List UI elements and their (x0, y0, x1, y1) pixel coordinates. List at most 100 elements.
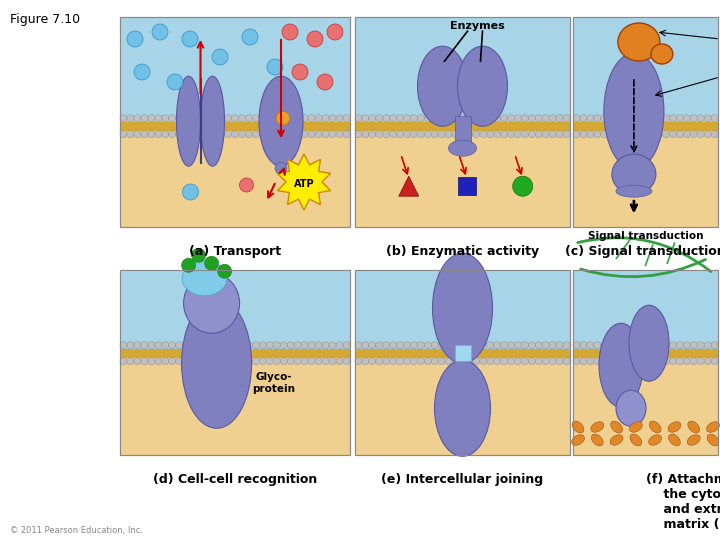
Circle shape (424, 342, 431, 349)
Bar (355, 270, 570, 455)
Circle shape (580, 357, 587, 364)
Circle shape (155, 342, 162, 349)
Circle shape (238, 342, 246, 349)
Circle shape (182, 31, 198, 47)
Circle shape (383, 357, 390, 364)
Circle shape (670, 131, 677, 138)
Circle shape (403, 342, 410, 349)
Ellipse shape (449, 140, 477, 156)
Circle shape (535, 342, 542, 349)
Circle shape (494, 131, 500, 138)
Circle shape (127, 357, 134, 364)
Circle shape (621, 114, 629, 122)
Circle shape (120, 114, 127, 122)
Circle shape (259, 114, 266, 122)
Circle shape (253, 131, 259, 138)
Circle shape (343, 357, 350, 364)
Circle shape (266, 114, 274, 122)
Ellipse shape (630, 434, 642, 446)
Circle shape (238, 114, 246, 122)
Circle shape (556, 114, 563, 122)
Circle shape (383, 114, 390, 122)
Circle shape (397, 342, 404, 349)
Circle shape (614, 342, 621, 349)
Ellipse shape (200, 76, 225, 166)
Circle shape (494, 342, 500, 349)
Circle shape (294, 357, 301, 364)
Circle shape (225, 114, 232, 122)
Text: (e) Intercellular joining: (e) Intercellular joining (382, 473, 544, 486)
Circle shape (162, 131, 168, 138)
Circle shape (343, 342, 350, 349)
Circle shape (246, 342, 253, 349)
Circle shape (683, 357, 690, 364)
Circle shape (217, 131, 225, 138)
Bar (120, 17, 350, 126)
Ellipse shape (706, 422, 719, 432)
Circle shape (656, 114, 663, 122)
Circle shape (690, 342, 698, 349)
Circle shape (500, 357, 508, 364)
Circle shape (649, 131, 656, 138)
Circle shape (383, 342, 390, 349)
Text: Figure 7.10: Figure 7.10 (10, 13, 80, 26)
Circle shape (528, 131, 536, 138)
Circle shape (189, 342, 197, 349)
Circle shape (452, 342, 459, 349)
Circle shape (683, 131, 690, 138)
Circle shape (280, 131, 287, 138)
Circle shape (628, 357, 635, 364)
Circle shape (656, 131, 663, 138)
Ellipse shape (618, 23, 660, 61)
Circle shape (677, 131, 683, 138)
Circle shape (711, 342, 718, 349)
Circle shape (155, 131, 162, 138)
Circle shape (134, 131, 141, 138)
Circle shape (210, 357, 217, 364)
Circle shape (225, 131, 232, 138)
Circle shape (410, 357, 418, 364)
Circle shape (369, 357, 376, 364)
Circle shape (656, 342, 663, 349)
Circle shape (549, 131, 556, 138)
Circle shape (266, 342, 274, 349)
Circle shape (246, 357, 253, 364)
Circle shape (418, 342, 424, 349)
Circle shape (580, 114, 587, 122)
Ellipse shape (591, 434, 603, 446)
Circle shape (383, 131, 390, 138)
Bar (573, 17, 718, 126)
Circle shape (376, 342, 383, 349)
Circle shape (253, 114, 259, 122)
Circle shape (662, 114, 670, 122)
Circle shape (336, 357, 343, 364)
Ellipse shape (651, 44, 673, 64)
Bar (120, 122, 350, 131)
Circle shape (500, 131, 508, 138)
Circle shape (238, 357, 246, 364)
Circle shape (452, 357, 459, 364)
Circle shape (580, 342, 587, 349)
Circle shape (343, 114, 350, 122)
Circle shape (697, 131, 704, 138)
Circle shape (181, 258, 196, 272)
Circle shape (355, 357, 362, 364)
Circle shape (287, 114, 294, 122)
Bar (454, 345, 470, 361)
Circle shape (670, 357, 677, 364)
Circle shape (563, 342, 570, 349)
Circle shape (317, 74, 333, 90)
Bar (355, 17, 570, 126)
Circle shape (677, 114, 683, 122)
Circle shape (621, 131, 629, 138)
Circle shape (301, 131, 308, 138)
Circle shape (573, 357, 580, 364)
Circle shape (294, 131, 301, 138)
Circle shape (397, 357, 404, 364)
Circle shape (253, 357, 259, 364)
Circle shape (500, 342, 508, 349)
Circle shape (521, 114, 528, 122)
Circle shape (594, 131, 600, 138)
Circle shape (594, 342, 600, 349)
Circle shape (204, 256, 219, 270)
